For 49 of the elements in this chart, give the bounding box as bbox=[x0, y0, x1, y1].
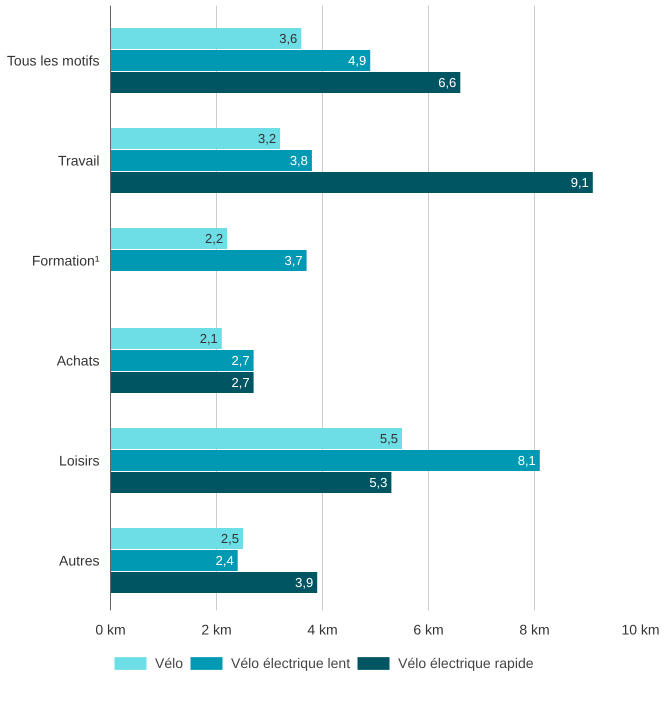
bar bbox=[110, 328, 222, 349]
x-tick-label: 6 km bbox=[413, 622, 444, 638]
bar bbox=[110, 150, 312, 171]
y-tick-label: Autres bbox=[59, 552, 100, 568]
bar bbox=[110, 450, 540, 471]
legend-label: Vélo électrique rapide bbox=[398, 654, 534, 670]
data-label: 3,2 bbox=[258, 131, 276, 146]
data-label: 9,1 bbox=[570, 175, 589, 190]
bar bbox=[110, 50, 370, 71]
x-tick-label: 10 km bbox=[621, 622, 660, 638]
x-tick-label: 8 km bbox=[519, 622, 550, 638]
data-label: 3,8 bbox=[290, 153, 308, 168]
data-label: 2,1 bbox=[200, 331, 218, 346]
data-label: 2,7 bbox=[232, 375, 250, 390]
y-tick-label: Travail bbox=[58, 152, 100, 168]
y-tick-label: Achats bbox=[56, 352, 100, 368]
data-label: 3,6 bbox=[279, 31, 298, 46]
data-label: 3,7 bbox=[284, 253, 303, 268]
bar bbox=[110, 128, 280, 149]
legend-label: Vélo électrique lent bbox=[231, 654, 350, 670]
bar bbox=[110, 528, 243, 549]
x-tick-label: 0 km bbox=[95, 622, 126, 638]
data-label: 2,7 bbox=[232, 353, 250, 368]
data-label: 2,4 bbox=[216, 553, 234, 568]
bar bbox=[110, 228, 228, 249]
y-tick-label: Tous les motifs bbox=[6, 52, 100, 68]
data-label: 5,5 bbox=[380, 431, 398, 446]
x-tick-label: 4 km bbox=[307, 622, 338, 638]
bar bbox=[110, 372, 254, 393]
data-label: 4,9 bbox=[348, 53, 366, 68]
bar bbox=[110, 550, 238, 571]
bar bbox=[110, 572, 318, 593]
data-label: 8,1 bbox=[518, 453, 536, 468]
bar bbox=[110, 472, 392, 493]
data-label: 5,3 bbox=[369, 475, 388, 490]
bar bbox=[110, 350, 254, 371]
bar bbox=[110, 172, 593, 193]
bar bbox=[110, 250, 307, 271]
data-label: 2,2 bbox=[205, 231, 224, 246]
data-label: 6,6 bbox=[438, 75, 456, 90]
bar bbox=[110, 428, 402, 449]
y-tick-label: Formation¹ bbox=[32, 252, 100, 268]
y-tick-label: Loisirs bbox=[59, 452, 100, 468]
data-label: 3,9 bbox=[295, 575, 314, 590]
bar bbox=[110, 72, 460, 93]
bar bbox=[110, 28, 302, 49]
x-tick-label: 2 km bbox=[201, 622, 232, 638]
legend-label: Vélo bbox=[155, 654, 184, 670]
data-label: 2,5 bbox=[220, 531, 240, 546]
